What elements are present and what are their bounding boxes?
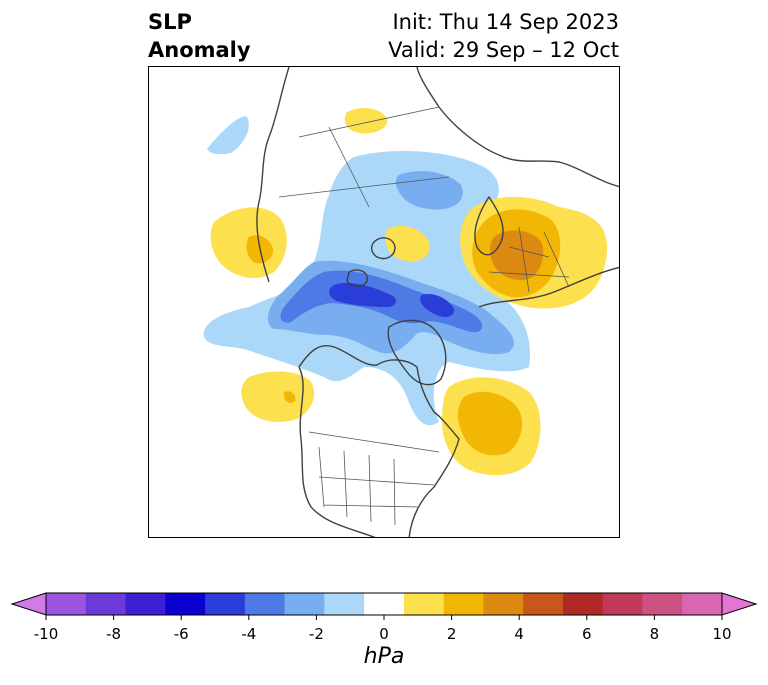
colorbar-segment [403,593,445,615]
positive-anomaly-pacific [241,371,315,422]
coast-greenland [387,319,447,386]
title-line-1: SLP [148,10,192,34]
colorbar-tick-label: 0 [379,625,389,643]
colorbar-extend-low [10,592,47,616]
colorbar-tick-label: 6 [582,625,592,643]
colorbar-tick-label: -2 [309,625,324,643]
positive-anomaly-europe-core [489,230,544,281]
colorbar-tick-label: 2 [447,625,457,643]
colorbar-segments [10,592,758,616]
coast-arctic-islands [346,237,396,287]
colorbar-ticks: -10 -8 -6 -4 -2 0 2 4 6 8 10 [34,615,732,643]
map-panel [148,66,620,538]
negative-anomaly-mid-polar [395,171,463,210]
colorbar-segment [523,593,564,615]
anomaly-fields [203,107,608,476]
colorbar-tick-label: -10 [34,625,59,643]
title-line-2: Anomaly [148,38,251,62]
colorbar-tick-label: -4 [241,625,256,643]
colorbar-segment [205,593,246,615]
colorbar-segment [642,593,683,615]
colorbar: -10 -8 -6 -4 -2 0 2 4 6 8 10 [10,592,758,643]
border-asia [278,106,450,208]
map-svg [203,67,619,537]
colorbar-segment [443,593,484,615]
positive-anomaly-atlantic-core [457,391,523,456]
colorbar-tick-label: 8 [650,625,660,643]
borders [278,106,570,526]
colorbar-segment [46,593,87,615]
colorbar-segment [165,593,206,615]
coastlines [256,67,619,537]
border-europe [488,226,570,293]
border-us-canada [308,431,440,453]
colorbar-segment [284,593,325,615]
colorbar-segment [602,593,643,615]
colorbar-tick-label: 10 [712,625,731,643]
positive-anomaly-pacific-core [283,391,296,403]
colorbar-segment [324,593,365,615]
forecast-dates: Init: Thu 14 Sep 2023 Valid: 29 Sep – 12… [388,8,619,64]
positive-anomaly-arctic [385,225,430,262]
border-us-states [318,446,435,526]
valid-range: Valid: 29 Sep – 12 Oct [388,38,619,62]
negative-anomaly-dark-east [420,293,455,317]
colorbar-tick-label: -6 [174,625,189,643]
coast-scandinavia [474,196,504,256]
coast-north-america [298,345,460,537]
colorbar-tick-label: 4 [514,625,524,643]
colorbar-units: hPa [363,644,405,669]
colorbar-extend-high [721,592,758,616]
colorbar-tick-label: -8 [106,625,121,643]
coast-asia-east [256,67,290,283]
coast-eurasia [416,67,619,308]
colorbar-segment [364,593,405,615]
colorbar-segment [682,593,723,615]
colorbar-segment [483,593,524,615]
map-title: SLP Anomaly [148,8,251,64]
negative-anomaly-light-west [207,116,249,155]
negative-anomaly-dark [329,282,396,307]
colorbar-segment [562,593,604,615]
init-date: Init: Thu 14 Sep 2023 [392,10,619,34]
colorbar-segment [85,593,127,615]
colorbar-segment [125,593,166,615]
positive-anomaly-north [344,107,388,134]
colorbar-segment [244,593,286,615]
